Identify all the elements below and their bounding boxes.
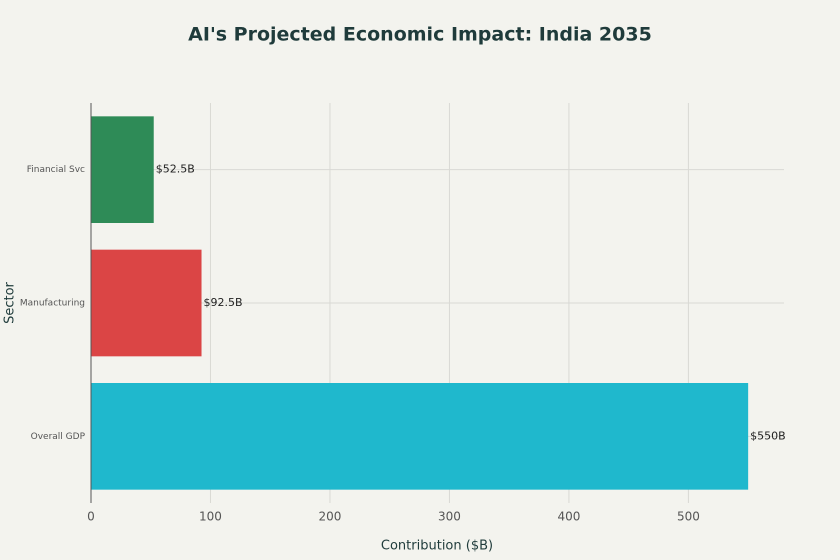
x-tick-label: 100	[199, 510, 222, 524]
data-label: $550B	[750, 429, 786, 442]
y-tick-label: Manufacturing	[20, 299, 85, 309]
y-tick-label: Financial Svc	[27, 165, 85, 175]
bar	[91, 116, 154, 223]
x-tick-label: 400	[557, 510, 580, 524]
x-tick-label: 300	[438, 510, 461, 524]
chart-title: AI's Projected Economic Impact: India 20…	[188, 24, 652, 46]
data-label: $52.5B	[156, 163, 195, 176]
y-tick-label: Overall GDP	[31, 432, 86, 442]
bar	[91, 249, 202, 357]
x-axis-title: Contribution ($B)	[381, 539, 493, 554]
x-tick-label: 500	[677, 510, 700, 524]
x-tick-label: 200	[319, 510, 342, 524]
bar	[91, 383, 749, 490]
data-label: $92.5B	[204, 296, 243, 309]
x-tick-label: 0	[87, 510, 95, 524]
y-axis-title: Sector	[3, 281, 18, 323]
